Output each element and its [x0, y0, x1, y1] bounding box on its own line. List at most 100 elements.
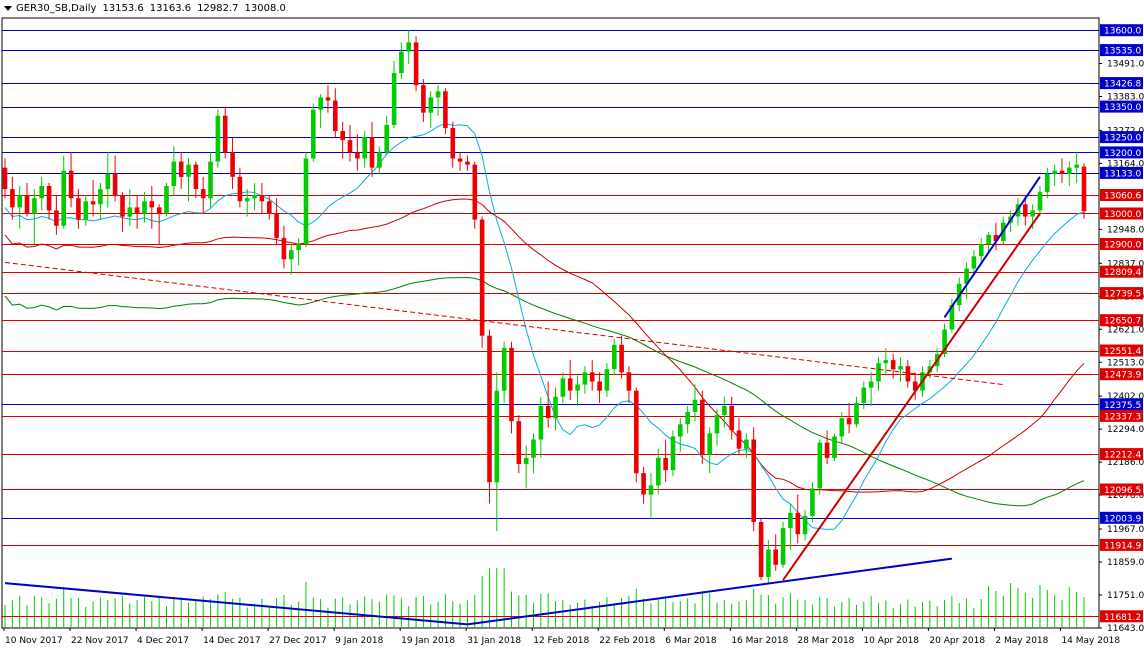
level-tag-label: 12900.0 [1104, 241, 1141, 251]
level-tag-label: 11914.9 [1104, 541, 1141, 551]
level-tag-label: 12003.9 [1104, 514, 1141, 524]
candle-body [986, 234, 991, 245]
x-tick-label: 4 Dec 2017 [137, 636, 189, 646]
candle-body [465, 161, 470, 165]
candle-body [311, 109, 316, 159]
candle-body [1059, 170, 1065, 174]
level-tag-label: 13535.0 [1104, 47, 1141, 57]
candle-body [802, 515, 808, 535]
candle-body [142, 201, 147, 214]
candle-body [208, 161, 213, 199]
plot-frame [1, 17, 1100, 629]
candle-body [656, 457, 661, 486]
candle-body [575, 384, 580, 391]
x-tick-label: 14 May 2018 [1061, 636, 1120, 646]
candle-body [707, 433, 712, 455]
level-tag [1100, 483, 1143, 496]
candle-body [810, 488, 815, 516]
candle-body [340, 131, 345, 141]
x-tick-label: 20 Apr 2018 [929, 636, 985, 646]
x-tick-label: 10 Nov 2017 [5, 636, 63, 646]
x-tick-label: 27 Dec 2017 [269, 636, 327, 646]
level-tag [1100, 610, 1143, 623]
candle-body [1037, 192, 1043, 211]
level-tag [1100, 448, 1143, 461]
candle-body [46, 186, 52, 211]
level-tag-label: 13250.0 [1104, 134, 1141, 144]
level-tag [1100, 538, 1143, 551]
candle-body [839, 418, 845, 437]
chart-low: 12982.7 [197, 3, 239, 14]
level-tag [1100, 166, 1143, 179]
candle-body [487, 335, 492, 483]
candle-body [171, 161, 177, 186]
level-tag-label: 13600.0 [1104, 27, 1141, 37]
candle-body [10, 189, 15, 208]
candle-body [553, 396, 558, 419]
candle-body [890, 360, 896, 370]
x-tick-label: 16 Mar 2018 [731, 636, 788, 646]
trendline [782, 212, 1041, 581]
candle-body [259, 195, 265, 202]
chevron-down-icon[interactable] [4, 5, 12, 11]
candle-body [76, 198, 81, 220]
candle-body [105, 173, 111, 190]
candle-body [289, 250, 294, 260]
candle-body [663, 457, 668, 471]
candle-body [648, 485, 654, 495]
y-tick-label: 12621.0 [1107, 325, 1144, 335]
level-tag [1100, 131, 1143, 144]
level-tag-label: 13060.6 [1104, 191, 1141, 201]
level-tag [1100, 511, 1143, 524]
candle-body [744, 439, 749, 449]
y-tick-label: 12837.0 [1107, 259, 1144, 269]
candle-body [244, 198, 250, 202]
chart-close: 13008.0 [244, 3, 286, 14]
candle-body [509, 347, 514, 422]
level-tag [1100, 314, 1143, 327]
candle-body [54, 210, 59, 226]
candle-body [406, 42, 411, 52]
x-tick-label: 28 Mar 2018 [797, 636, 854, 646]
trendline [467, 557, 953, 626]
candle-body [134, 207, 140, 214]
level-tag-label: 13133.0 [1104, 169, 1141, 179]
level-tag [1100, 189, 1143, 201]
candle-body [127, 207, 133, 217]
candle-body [252, 195, 257, 199]
level-tag-label: 12809.4 [1104, 268, 1141, 278]
candle-body [971, 256, 977, 269]
candle-body [788, 512, 793, 529]
level-tag [1100, 409, 1143, 422]
trendline [943, 176, 1041, 318]
x-tick-label: 31 Jan 2018 [467, 636, 521, 646]
candle-body [274, 213, 279, 238]
candle-body [582, 372, 588, 385]
candle-body [362, 137, 367, 159]
candle-body [193, 164, 199, 189]
y-tick-label: 12948.0 [1107, 225, 1144, 235]
candle-body [678, 424, 683, 437]
candle-body [1052, 170, 1057, 174]
candle-body [39, 186, 44, 199]
candle-body [979, 244, 984, 257]
candle-body [538, 405, 544, 440]
candle-body [964, 268, 969, 284]
candle-body [949, 305, 955, 330]
candle-body [428, 97, 434, 113]
y-tick-label: 13491.0 [1107, 60, 1144, 70]
x-tick-label: 22 Nov 2017 [71, 636, 129, 646]
x-tick-label: 12 Feb 2018 [533, 636, 589, 646]
level-tag-label: 13426.8 [1104, 80, 1141, 90]
candle-body [1074, 164, 1079, 168]
candle-body [215, 115, 221, 162]
level-tag-label: 12212.4 [1104, 451, 1141, 461]
candle-body [230, 152, 235, 177]
candle-body [156, 207, 162, 214]
candle-body [281, 237, 287, 260]
level-tag [1100, 398, 1143, 411]
candle-body [384, 124, 389, 153]
level-tag-label: 12375.5 [1104, 401, 1141, 411]
y-tick-label: 12294.0 [1107, 425, 1144, 435]
